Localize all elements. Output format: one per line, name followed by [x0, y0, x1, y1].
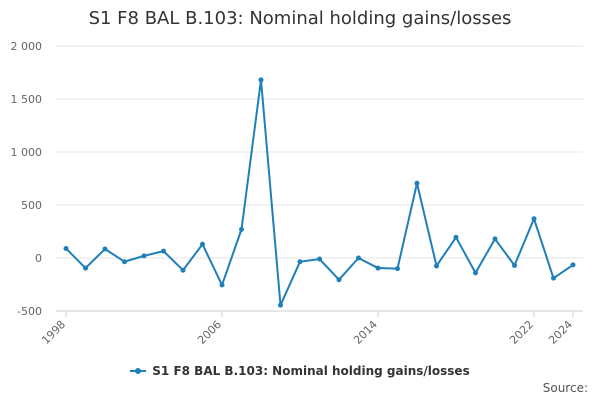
data-point[interactable] [63, 245, 69, 251]
y-tick-label: 1 500 [11, 93, 43, 106]
data-point[interactable] [336, 277, 342, 283]
legend-label: S1 F8 BAL B.103: Nominal holding gains/l… [152, 364, 470, 378]
x-tick-label: 2006 [195, 318, 224, 347]
data-point[interactable] [473, 270, 478, 276]
legend-item[interactable]: S1 F8 BAL B.103: Nominal holding gains/l… [130, 364, 470, 378]
data-point[interactable] [258, 77, 264, 83]
x-tick-label: 2022 [507, 318, 536, 347]
data-point[interactable] [492, 236, 498, 242]
y-tick-label: -500 [17, 305, 42, 318]
y-tick-label: 2 000 [11, 40, 43, 53]
data-point[interactable] [83, 265, 88, 271]
legend[interactable]: S1 F8 BAL B.103: Nominal holding gains/l… [0, 364, 600, 379]
source-label: Source: [542, 381, 588, 395]
data-point[interactable] [551, 275, 556, 281]
data-point[interactable] [453, 234, 459, 240]
data-point[interactable] [434, 263, 439, 269]
data-point[interactable] [375, 265, 381, 271]
data-point[interactable] [200, 241, 205, 247]
data-point[interactable] [141, 253, 147, 259]
chart-title: S1 F8 BAL B.103: Nominal holding gains/l… [88, 8, 512, 29]
data-point[interactable] [395, 266, 400, 272]
data-point[interactable] [161, 248, 166, 254]
data-point[interactable] [122, 259, 127, 265]
data-point[interactable] [356, 255, 361, 261]
y-tick-label: 1 000 [11, 146, 43, 159]
y-tick-label: 500 [21, 199, 42, 212]
data-point[interactable] [297, 259, 303, 265]
x-tick-label: 2014 [351, 318, 380, 347]
data-point[interactable] [219, 282, 225, 288]
data-point[interactable] [414, 180, 420, 186]
data-point[interactable] [180, 267, 186, 273]
legend-swatch-icon [130, 366, 147, 376]
series-line [65, 78, 574, 307]
y-tick-label: 0 [35, 252, 42, 265]
data-point[interactable] [512, 262, 517, 268]
data-point[interactable] [317, 256, 322, 262]
x-tick-label: 1998 [39, 318, 68, 347]
data-point[interactable] [570, 262, 576, 268]
data-point[interactable] [102, 246, 108, 252]
data-point[interactable] [278, 302, 283, 308]
data-point[interactable] [531, 216, 537, 222]
data-point[interactable] [239, 226, 244, 232]
x-tick-label: 2024 [546, 318, 575, 347]
